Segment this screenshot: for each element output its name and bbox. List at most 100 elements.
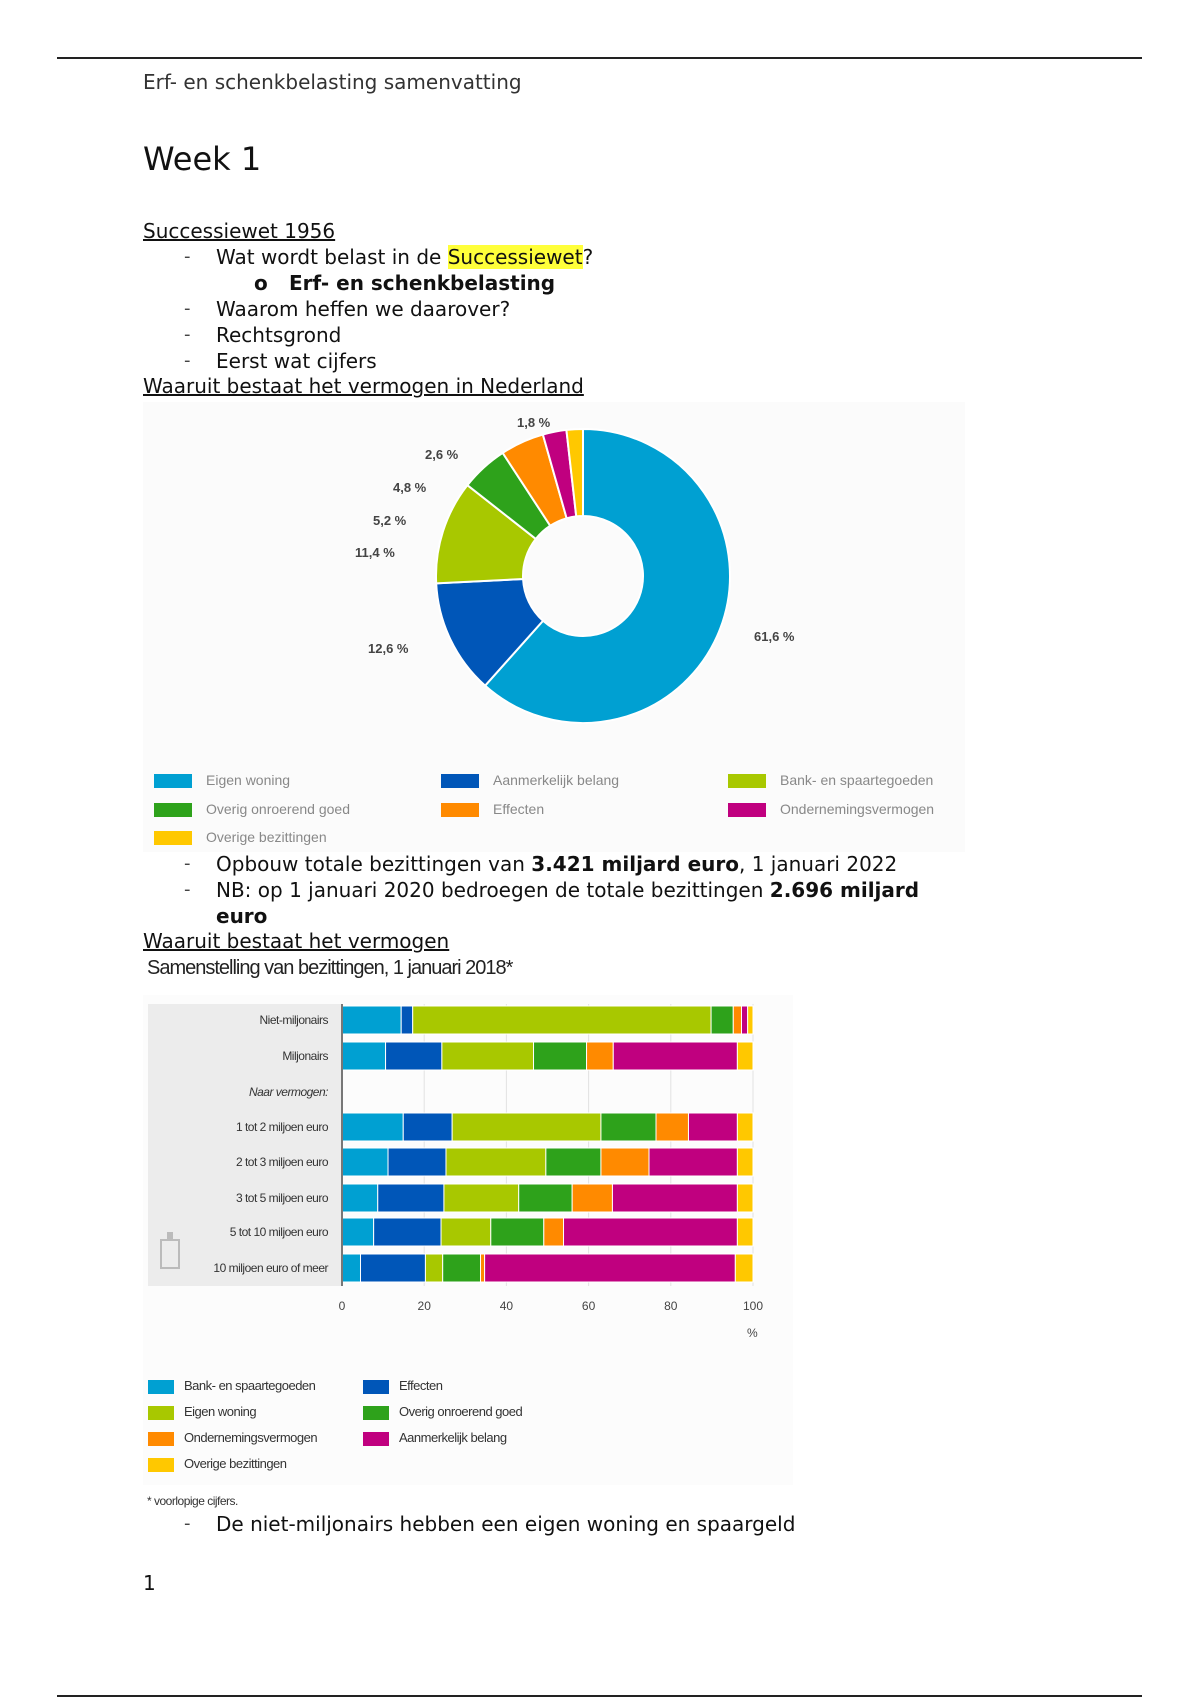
pie-label: 4,8 %	[393, 480, 427, 495]
bar-legend-item: Overige bezittingen	[148, 1456, 287, 1472]
label-panel	[148, 1004, 342, 1286]
bullet-text-pre: Opbouw totale bezittingen van	[216, 852, 532, 876]
legend-swatch	[148, 1431, 174, 1446]
section-title-vermogen-nederland: Waaruit bestaat het vermogen in Nederlan…	[143, 374, 584, 398]
bar-segment	[648, 1147, 738, 1177]
bar-segment	[586, 1041, 614, 1071]
legend-label: Overig onroerend goed	[206, 801, 350, 817]
bar-segment	[736, 1217, 754, 1247]
bar-legend-item: Bank- en spaartegoeden	[148, 1378, 316, 1394]
category-label: 1 tot 2 miljoen euro	[236, 1120, 329, 1134]
bar-segment	[734, 1253, 754, 1283]
bar-segment	[341, 1183, 379, 1213]
bar-segment	[736, 1112, 754, 1142]
legend-label: Bank- en spaartegoeden	[780, 772, 934, 788]
bar-segment	[480, 1253, 486, 1283]
bar-segment	[400, 1005, 414, 1035]
bar-segment	[443, 1183, 520, 1213]
bar-segment	[545, 1147, 602, 1177]
pie-legend-item: Effecten	[441, 801, 545, 818]
legend-label: Overige bezittingen	[184, 1456, 287, 1471]
bar-segment	[424, 1253, 444, 1283]
bullet-text: Rechtsgrond	[216, 323, 342, 347]
bar-segment	[600, 1147, 650, 1177]
bar-segment	[740, 1005, 749, 1035]
bar-segment	[341, 1041, 387, 1071]
bar-segment	[490, 1217, 545, 1247]
bullet-text-bold: 2.696 miljard	[769, 878, 920, 902]
bar-segment	[710, 1005, 734, 1035]
pie-label: 1,8 %	[517, 415, 551, 430]
bullet-dash: -	[184, 350, 191, 371]
legend-label: Overig onroerend goed	[399, 1404, 523, 1419]
category-label: Naar vermogen:	[249, 1085, 328, 1099]
bar-segment	[563, 1217, 738, 1247]
bar-legend-item: Aanmerkelijk belang	[363, 1430, 507, 1446]
x-tick-label: 40	[500, 1299, 514, 1313]
category-label: Miljonairs	[282, 1049, 328, 1063]
bullet-text: Opbouw totale bezittingen van 3.421 milj…	[216, 851, 897, 877]
pie-label: 5,2 %	[373, 513, 407, 528]
legend-swatch	[148, 1379, 174, 1394]
top-rule	[57, 57, 1142, 59]
pie-label: 2,6 %	[425, 447, 459, 462]
bar-segment	[533, 1041, 588, 1071]
pie-legend-item: Overig onroerend goed	[154, 801, 350, 818]
bullet-dash: -	[184, 246, 191, 267]
bar-segment	[571, 1183, 613, 1213]
donut-chart	[435, 427, 731, 724]
highlighted-term: Successiewet	[447, 245, 583, 269]
category-label: 10 miljoen euro of meer	[213, 1261, 328, 1275]
page-number: 1	[143, 1571, 156, 1595]
legend-label: Aanmerkelijk belang	[493, 772, 620, 788]
x-tick-label: 0	[339, 1299, 346, 1313]
pie-legend-item: Ondernemingsvermogen	[728, 801, 935, 818]
legend-swatch	[363, 1431, 389, 1446]
bar-legend-item: Eigen woning	[148, 1404, 257, 1420]
bar-segment	[441, 1041, 535, 1071]
bar-segment	[600, 1112, 657, 1142]
bar-segment	[484, 1253, 736, 1283]
chart-footnote: * voorlopige cijfers.	[147, 1494, 238, 1508]
category-label: Niet-miljonairs	[259, 1013, 328, 1027]
bar-chart-title: Samenstelling van bezittingen, 1 januari…	[147, 957, 513, 979]
stacked-bar-chart: 0 20 40 60 80 100% Niet-miljonairs Miljonairs Na…	[148, 1004, 763, 1340]
sub-bullet-text: Erf- en schenkbelasting	[289, 271, 556, 295]
bar-chart-image: 0 20 40 60 80 100% Niet-miljonairs Miljonairs Na…	[143, 995, 793, 1485]
category-label: 3 tot 5 miljoen euro	[236, 1191, 329, 1205]
bar-segment	[612, 1041, 738, 1071]
legend-label: Effecten	[493, 801, 545, 817]
pie-legend-item: Overige bezittingen	[154, 829, 327, 846]
x-axis-label: %	[747, 1326, 758, 1340]
legend-swatch	[728, 803, 766, 818]
pie-legend-item: Eigen woning	[154, 772, 290, 789]
legend-swatch	[441, 774, 479, 789]
bar-segment	[732, 1005, 742, 1035]
legend-swatch	[148, 1457, 174, 1472]
bar-segment	[736, 1183, 754, 1213]
legend-label: Overige bezittingen	[206, 829, 327, 845]
legend-label: Eigen woning	[184, 1404, 257, 1419]
x-tick-label: 100	[743, 1299, 763, 1313]
bullet-text-bold-wrap: euro	[216, 904, 268, 928]
bar-segment	[543, 1217, 565, 1247]
legend-label: Bank- en spaartegoeden	[184, 1378, 316, 1393]
bar-segment	[341, 1005, 402, 1035]
bar-segment	[341, 1217, 375, 1247]
bullet-text: Wat wordt belast in de Successiewet?	[216, 244, 593, 270]
bullet-text-bold: 3.421 miljard euro	[531, 852, 739, 876]
pie-legend-item: Bank- en spaartegoeden	[728, 772, 934, 789]
bullet-text-post: ?	[582, 245, 594, 269]
pie-label: 11,4 %	[355, 545, 395, 560]
legend-label: Ondernemingsvermogen	[780, 801, 935, 817]
bar-segment	[736, 1147, 754, 1177]
bar-segment	[611, 1183, 738, 1213]
pie-label: 61,6 %	[754, 629, 795, 644]
legend-label: Aanmerkelijk belang	[399, 1430, 507, 1445]
bar-segment	[518, 1183, 573, 1213]
document-header: Erf- en schenkbelasting samenvatting	[143, 70, 522, 94]
bar-segment	[387, 1147, 447, 1177]
bar-segment	[341, 1112, 404, 1142]
bar-segment	[655, 1112, 689, 1142]
bullet-dash: -	[184, 879, 191, 900]
